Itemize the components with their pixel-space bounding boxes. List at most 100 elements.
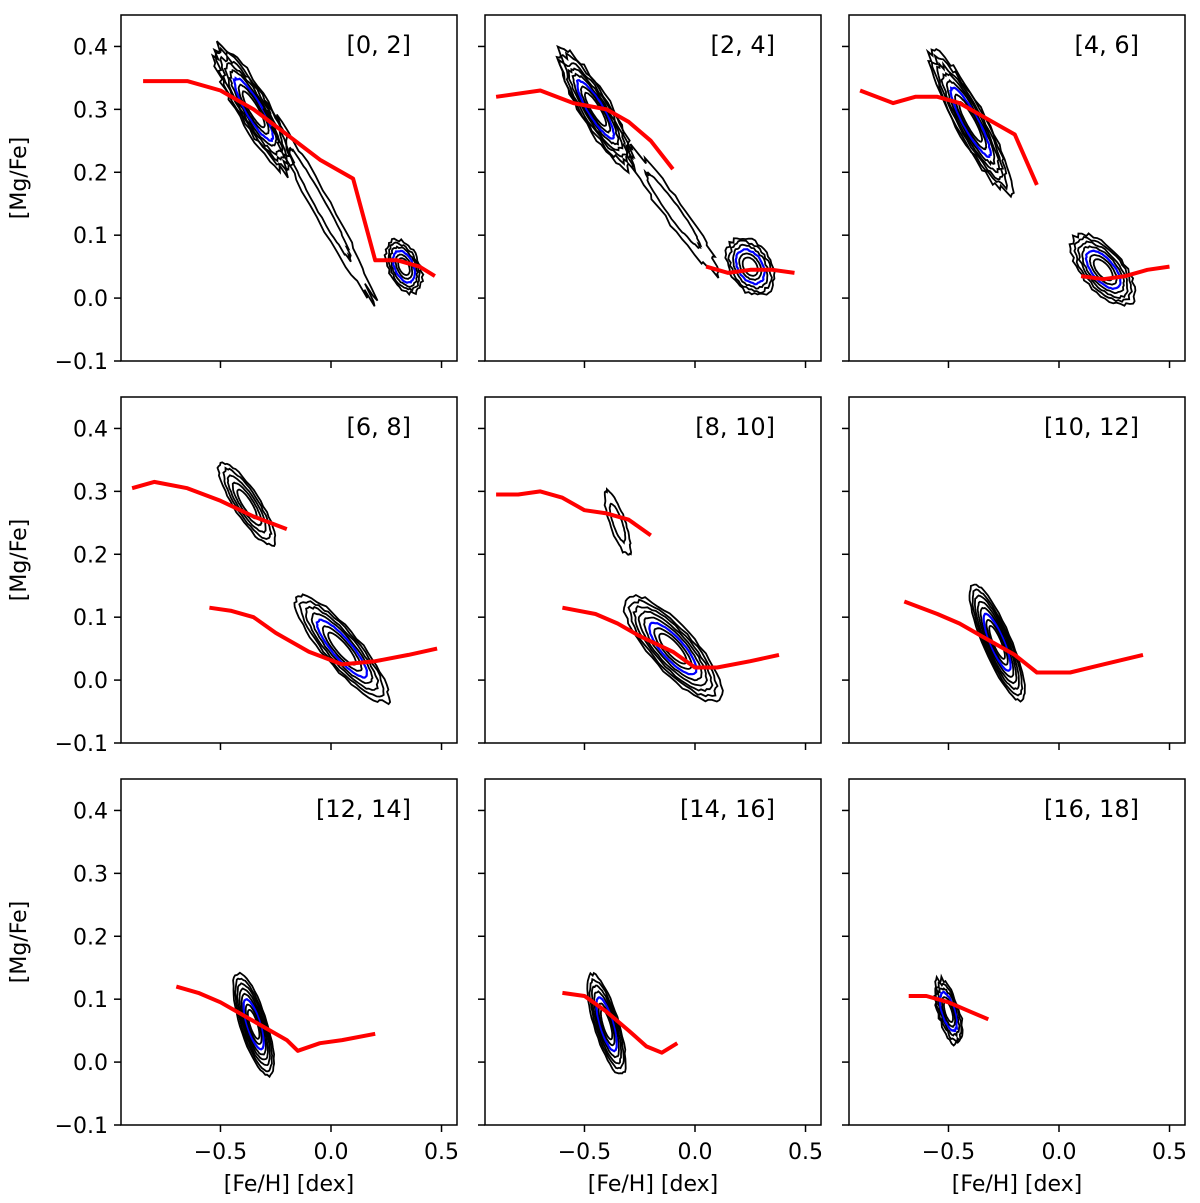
x-tick-label: −0.5 xyxy=(558,1140,611,1165)
contour-level xyxy=(930,53,1008,191)
panel-title: [4, 6] xyxy=(1074,31,1139,59)
contour-level xyxy=(232,971,276,1079)
trend-line-secondary xyxy=(562,605,780,670)
contour-peak-level xyxy=(575,79,616,140)
contour-level xyxy=(937,986,961,1038)
contour-peak-level xyxy=(595,996,618,1053)
plot-area xyxy=(908,973,990,1047)
contour-level xyxy=(1081,245,1126,295)
contour-level xyxy=(625,143,720,279)
contour-peak-level xyxy=(982,612,1012,672)
x-axis-label: [Fe/H] [dex] xyxy=(952,1172,1082,1197)
panel-title: [14, 16] xyxy=(680,795,775,823)
trend-line xyxy=(908,994,990,1022)
contour-peak-level xyxy=(938,990,959,1033)
y-axis-label: [Mg/Fe] xyxy=(7,137,32,220)
panel-frame xyxy=(120,14,458,362)
plot-area xyxy=(859,47,1170,307)
contour-level xyxy=(567,67,624,152)
x-tick-label: 0.5 xyxy=(424,1140,459,1165)
trend-line xyxy=(495,88,675,171)
plot-area xyxy=(131,461,438,706)
panel-1: [0, 2] −0.1 0.0 0.1 0.2 0.3 0.4 [Mg/Fe] xyxy=(7,14,458,375)
plot-area xyxy=(496,487,780,703)
x-tick-label: 0.5 xyxy=(1152,1140,1187,1165)
trend-line xyxy=(143,79,436,278)
contour-level xyxy=(293,593,392,706)
contour-level xyxy=(1077,240,1129,300)
trend-line-secondary xyxy=(705,264,795,275)
panel-frame xyxy=(848,778,1186,1126)
contour-level xyxy=(298,600,385,698)
y-axis-label: [Mg/Fe] xyxy=(7,519,32,602)
contour-level xyxy=(1073,235,1133,303)
contour-level xyxy=(936,61,1005,181)
contour-peak-level xyxy=(391,249,417,284)
contour-level xyxy=(590,984,623,1065)
panel-frame xyxy=(120,396,458,744)
trend-line xyxy=(859,88,1039,186)
contour-level xyxy=(925,47,1015,199)
panel-4: [6, 8] −0.1 0.0 0.1 0.2 0.3 0.4 [Mg/Fe] xyxy=(7,396,458,757)
plot-area xyxy=(175,971,376,1079)
x-axis-label: [Fe/H] [dex] xyxy=(224,1172,354,1197)
contour-peak-level xyxy=(315,618,369,679)
y-tick-label: 0.0 xyxy=(73,1051,108,1076)
y-tick-label: −0.1 xyxy=(55,732,108,757)
panel-frame xyxy=(848,14,1186,362)
panel-frame xyxy=(484,14,822,362)
x-tick-label: 0.5 xyxy=(788,1140,823,1165)
trend-line-secondary xyxy=(1080,264,1170,282)
panel-6: [10, 12] xyxy=(842,396,1186,750)
contour-level xyxy=(216,461,277,548)
trend-line-secondary xyxy=(209,605,438,667)
contour-level xyxy=(237,83,270,136)
panel-frame xyxy=(484,396,822,744)
panel-frame xyxy=(848,396,1186,744)
contour-level xyxy=(940,71,1001,174)
contour-level xyxy=(600,1008,614,1041)
contour-level xyxy=(968,583,1026,703)
contour-level xyxy=(643,168,703,250)
trend-line xyxy=(175,984,376,1053)
panel-9: [16, 18] −0.5 0.0 0.5 [Fe/H] [dex] xyxy=(842,778,1187,1197)
contour-level xyxy=(954,93,988,151)
x-axis-label: [Fe/H] [dex] xyxy=(588,1172,718,1197)
contour-level xyxy=(586,971,627,1075)
panel-title: [2, 4] xyxy=(710,31,775,59)
contour-level xyxy=(1088,253,1118,286)
y-tick-label: 0.3 xyxy=(73,862,108,887)
contour-peak-level xyxy=(648,621,698,676)
y-tick-label: 0.1 xyxy=(73,224,108,249)
contour-peak-level xyxy=(232,76,275,142)
contour-level xyxy=(571,72,620,146)
contour-peak-level xyxy=(1084,249,1122,291)
plot-area xyxy=(562,971,679,1075)
contour-peak-level xyxy=(734,248,767,286)
contour-level xyxy=(637,610,708,687)
y-tick-label: 0.2 xyxy=(73,925,108,950)
contour-level xyxy=(653,627,693,670)
contour-level xyxy=(973,594,1020,691)
contour-level xyxy=(622,593,724,703)
contour-level xyxy=(979,606,1015,678)
contour-level xyxy=(579,85,612,134)
y-tick-label: 0.4 xyxy=(73,35,108,60)
panel-title: [0, 2] xyxy=(346,31,411,59)
contour-level xyxy=(583,91,607,127)
panel-7: [12, 14] −0.5 0.0 0.5 −0.1 0.0 0.1 0.2 0.3 0.4 [Fe… xyxy=(7,778,459,1197)
y-axis-label: [Mg/Fe] xyxy=(7,901,32,984)
y-tick-label: 0.4 xyxy=(73,417,108,442)
panel-title: [8, 10] xyxy=(695,413,775,441)
plot-area xyxy=(495,44,795,296)
plot-area xyxy=(143,40,436,307)
contour-level xyxy=(727,239,773,294)
contour-level xyxy=(976,600,1018,685)
x-tick-label: 0.0 xyxy=(314,1140,349,1165)
panel-2: [2, 4] xyxy=(478,14,822,368)
y-tick-label: 0.0 xyxy=(73,287,108,312)
contour-peak-level xyxy=(949,86,992,159)
contour-level xyxy=(988,624,1006,660)
contour-level xyxy=(627,598,719,698)
